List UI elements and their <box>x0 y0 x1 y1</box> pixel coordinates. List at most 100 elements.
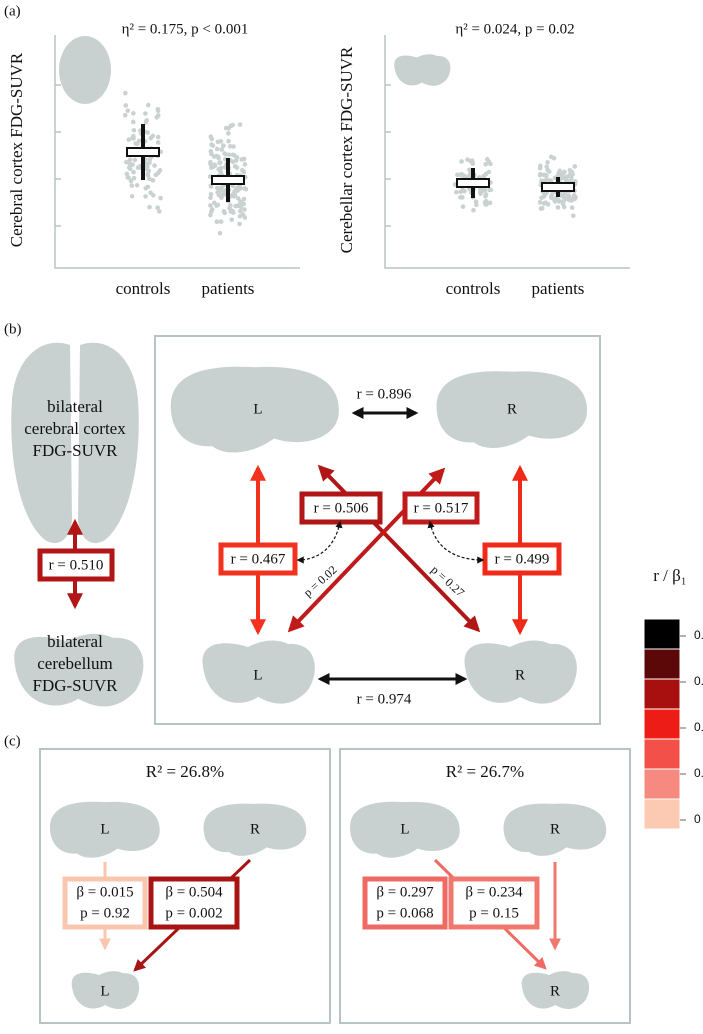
cerebrum-icon <box>349 801 460 858</box>
jitter-point <box>537 200 543 205</box>
jitter-point <box>229 217 235 222</box>
region-label: FDG-SUVR <box>32 676 118 695</box>
jitter-point <box>478 187 483 192</box>
cerebellum-icon <box>71 971 140 1009</box>
jitter-point <box>459 159 464 164</box>
model-title: R² = 26.7% <box>446 762 524 781</box>
jitter-point <box>208 203 213 208</box>
cerebrum-icon <box>170 366 339 453</box>
jitter-point <box>545 167 551 173</box>
jitter-point <box>153 172 159 178</box>
correlation-label: r = 0.506 <box>314 500 369 516</box>
jitter-point <box>214 203 219 208</box>
comparison-arrow <box>427 520 485 564</box>
jitter-point <box>157 209 162 214</box>
hemisphere-label: R <box>550 821 560 837</box>
jitter-point <box>473 199 479 205</box>
jitter-point <box>130 162 135 167</box>
jitter-point <box>147 204 152 210</box>
hemisphere-label: L <box>400 821 409 837</box>
jitter-point <box>126 175 131 180</box>
x-tick-label: patients <box>532 279 585 298</box>
value-box <box>482 542 562 576</box>
jitter-point <box>454 189 459 195</box>
jitter-point <box>131 127 137 133</box>
jitter-point <box>122 112 128 118</box>
jitter-point <box>537 172 543 178</box>
jitter-point <box>488 187 494 193</box>
coefficient-label: p = 0.15 <box>469 905 519 921</box>
jitter-point <box>143 194 148 199</box>
jitter-point <box>233 203 238 209</box>
jitter-point <box>209 142 214 147</box>
jitter-point <box>217 230 223 236</box>
x-tick-label: patients <box>202 279 255 298</box>
arrow <box>317 464 481 633</box>
coefficient-label: β = 0.504 <box>165 884 223 900</box>
jitter-point <box>209 207 215 212</box>
jitter-point <box>559 174 565 179</box>
jitter-point <box>569 205 575 210</box>
value-box <box>37 548 115 582</box>
region-label: FDG-SUVR <box>32 441 118 460</box>
jitter-point <box>556 198 561 204</box>
jitter-point <box>222 151 227 156</box>
jitter-point <box>218 160 223 165</box>
jitter-point <box>131 175 137 181</box>
hemisphere-label: R <box>250 821 260 837</box>
jitter-point <box>545 202 551 207</box>
coefficient-label: p = 0.068 <box>376 905 433 921</box>
panel-label: (c) <box>4 733 21 749</box>
jitter-point <box>123 103 129 108</box>
mean-box <box>211 175 245 185</box>
x-tick-label: controls <box>446 279 501 298</box>
x-tick-label: controls <box>116 279 171 298</box>
jitter-point <box>458 195 463 200</box>
jitter-point <box>233 186 239 192</box>
jitter-point <box>210 164 216 170</box>
colorbar-title: r / β₁ <box>653 566 686 585</box>
jitter-point <box>226 138 231 144</box>
cerebellum-icon <box>14 633 144 707</box>
jitter-point <box>220 192 226 197</box>
jitter-point <box>208 184 214 189</box>
jitter-point <box>132 157 138 163</box>
jitter-point <box>124 159 129 165</box>
region-label: bilateral <box>47 632 103 651</box>
value-box <box>402 491 480 525</box>
jitter-point <box>209 151 214 157</box>
jitter-point <box>134 182 140 188</box>
jitter-point <box>483 162 488 167</box>
cerebrum-icon <box>49 801 160 858</box>
axis <box>384 35 630 269</box>
jitter-point <box>136 138 142 144</box>
value-box <box>62 876 148 930</box>
value-box <box>448 876 540 930</box>
jitter-point <box>488 161 493 167</box>
hemisphere-label: L <box>253 401 262 417</box>
jitter-point <box>146 168 152 173</box>
jitter-point <box>239 157 245 162</box>
jitter-point <box>221 143 226 148</box>
jitter-point <box>566 193 572 199</box>
hemisphere-label: L <box>100 821 109 837</box>
hemisphere-label: L <box>100 983 109 999</box>
value-box <box>362 876 448 930</box>
jitter-point <box>241 201 247 207</box>
jitter-point <box>145 130 150 135</box>
jitter-point <box>126 137 132 142</box>
panel-frame <box>154 335 601 725</box>
colorbar-tick-label: 0.2 <box>694 766 703 780</box>
colorbar-swatch <box>643 798 681 830</box>
jitter-point <box>131 169 136 175</box>
jitter-point <box>557 168 563 174</box>
jitter-point <box>214 146 220 152</box>
jitter-point <box>150 178 156 183</box>
jitter-point <box>158 195 163 201</box>
panel-label: (b) <box>4 321 22 337</box>
jitter-point <box>564 174 570 180</box>
axis <box>54 35 300 269</box>
correlation-label: r = 0.467 <box>231 551 286 567</box>
jitter-point <box>570 171 575 177</box>
jitter-point <box>237 122 243 127</box>
